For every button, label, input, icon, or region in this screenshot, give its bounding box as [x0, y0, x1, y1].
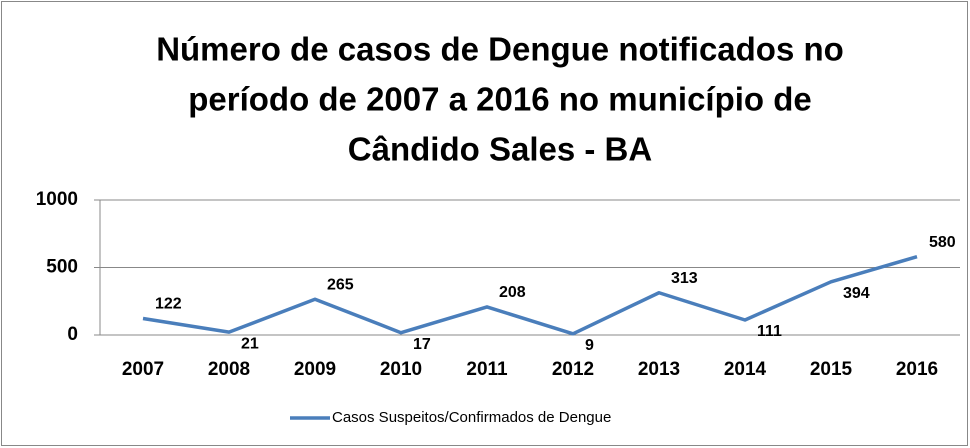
- line-series: [142, 255, 918, 336]
- x-tick-label: 2013: [638, 359, 680, 380]
- data-label: 265: [327, 276, 354, 293]
- x-tick-label: 2007: [122, 359, 164, 380]
- x-tick-label: 2012: [552, 359, 594, 380]
- chart-title: período de 2007 a 2016 no município de: [188, 81, 812, 118]
- data-label: 9: [585, 337, 594, 354]
- x-tick-label: 2009: [294, 359, 336, 380]
- data-label: 313: [671, 270, 698, 287]
- data-label: 580: [929, 234, 956, 251]
- x-tick-label: 2008: [208, 359, 250, 380]
- x-tick-label: 2015: [810, 359, 853, 380]
- chart-title: Número de casos de Dengue notificados no: [156, 31, 844, 68]
- data-label: 17: [413, 336, 431, 353]
- y-tick-label: 1000: [36, 189, 78, 210]
- x-tick-label: 2010: [380, 359, 422, 380]
- data-label: 111: [757, 323, 782, 340]
- data-label: 394: [843, 285, 870, 302]
- x-tick-label: 2011: [466, 359, 508, 380]
- x-tick-label: 2014: [724, 359, 767, 380]
- y-tick-label: 500: [46, 257, 78, 278]
- data-label: 21: [241, 335, 259, 352]
- chart-title: Cândido Sales - BA: [348, 131, 652, 168]
- data-label: 122: [155, 296, 182, 313]
- y-tick-label: 0: [67, 324, 78, 345]
- legend-label: Casos Suspeitos/Confirmados de Dengue: [332, 409, 611, 426]
- x-tick-label: 2016: [896, 359, 938, 380]
- data-label: 208: [499, 284, 526, 301]
